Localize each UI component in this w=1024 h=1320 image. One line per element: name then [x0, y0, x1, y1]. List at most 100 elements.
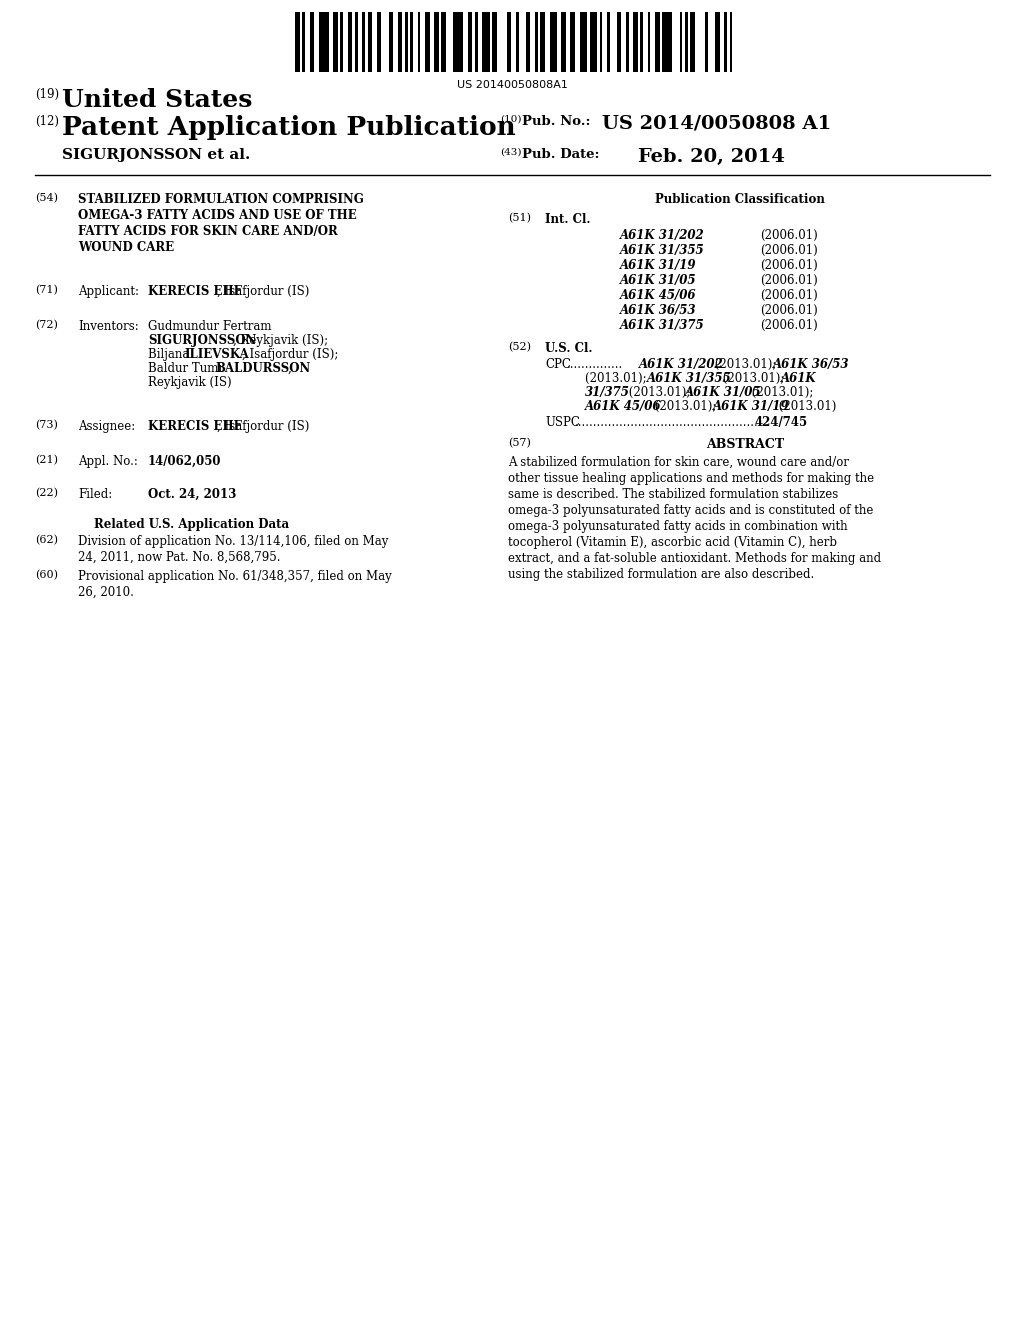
Text: Patent Application Publication: Patent Application Publication: [62, 115, 516, 140]
Text: A61K 45/06: A61K 45/06: [585, 400, 662, 413]
Bar: [607, 12, 609, 73]
Bar: [507, 12, 511, 73]
Bar: [362, 12, 365, 73]
Bar: [333, 12, 338, 73]
Text: ,: ,: [288, 362, 292, 375]
Text: Publication Classification: Publication Classification: [655, 193, 825, 206]
Bar: [526, 12, 530, 73]
Bar: [340, 12, 343, 73]
Bar: [368, 12, 373, 73]
Text: (71): (71): [35, 285, 58, 296]
Bar: [561, 12, 566, 73]
Bar: [406, 12, 408, 73]
Text: A stabilized formulation for skin care, wound care and/or
other tissue healing a: A stabilized formulation for skin care, …: [508, 455, 881, 581]
Bar: [550, 12, 557, 73]
Bar: [633, 12, 638, 73]
Text: , Isafjordur (IS): , Isafjordur (IS): [217, 285, 309, 298]
Bar: [468, 12, 472, 73]
Text: (2006.01): (2006.01): [760, 289, 818, 302]
Text: Filed:: Filed:: [78, 488, 113, 502]
Bar: [377, 12, 381, 73]
Text: Division of application No. 13/114,106, filed on May
24, 2011, now Pat. No. 8,56: Division of application No. 13/114,106, …: [78, 535, 388, 564]
Text: Feb. 20, 2014: Feb. 20, 2014: [638, 148, 784, 166]
Text: (2006.01): (2006.01): [760, 244, 818, 257]
Text: (10): (10): [500, 115, 521, 124]
Bar: [348, 12, 352, 73]
Text: ...............: ...............: [567, 358, 624, 371]
Bar: [482, 12, 489, 73]
Bar: [318, 12, 329, 73]
Text: Gudmundur Fertram: Gudmundur Fertram: [148, 319, 271, 333]
Text: (62): (62): [35, 535, 58, 545]
Bar: [599, 12, 602, 73]
Bar: [309, 12, 314, 73]
Bar: [729, 12, 732, 73]
Text: United States: United States: [62, 88, 252, 112]
Text: A61K 31/202: A61K 31/202: [639, 358, 724, 371]
Bar: [715, 12, 720, 73]
Text: (52): (52): [508, 342, 531, 352]
Bar: [724, 12, 727, 73]
Text: (19): (19): [35, 88, 59, 102]
Text: KERECIS EHF: KERECIS EHF: [148, 285, 242, 298]
Text: ABSTRACT: ABSTRACT: [706, 438, 784, 451]
Text: 14/062,050: 14/062,050: [148, 455, 221, 469]
Bar: [475, 12, 478, 73]
Text: BALDURSSON: BALDURSSON: [215, 362, 310, 375]
Bar: [516, 12, 518, 73]
Text: A61K: A61K: [781, 372, 816, 385]
Text: (22): (22): [35, 488, 58, 499]
Bar: [397, 12, 402, 73]
Text: CPC: CPC: [545, 358, 570, 371]
Bar: [411, 12, 413, 73]
Text: U.S. Cl.: U.S. Cl.: [545, 342, 593, 355]
Text: US 20140050808A1: US 20140050808A1: [457, 81, 567, 90]
Text: (2006.01): (2006.01): [760, 275, 818, 286]
Text: (12): (12): [35, 115, 59, 128]
Bar: [626, 12, 629, 73]
Text: A61K 31/19: A61K 31/19: [713, 400, 790, 413]
Bar: [680, 12, 682, 73]
Bar: [493, 12, 497, 73]
Text: (2013.01): (2013.01): [775, 400, 837, 413]
Text: ....................................................: ........................................…: [575, 416, 770, 429]
Bar: [434, 12, 438, 73]
Text: (60): (60): [35, 570, 58, 581]
Bar: [425, 12, 429, 73]
Text: (2013.01);: (2013.01);: [711, 358, 780, 371]
Text: Pub. No.:: Pub. No.:: [522, 115, 591, 128]
Text: , Reykjavik (IS);: , Reykjavik (IS);: [233, 334, 328, 347]
Bar: [655, 12, 659, 73]
Bar: [648, 12, 650, 73]
Bar: [690, 12, 695, 73]
Bar: [663, 12, 673, 73]
Text: (72): (72): [35, 319, 58, 330]
Text: KERECIS EHF: KERECIS EHF: [148, 420, 242, 433]
Text: (2006.01): (2006.01): [760, 259, 818, 272]
Text: 424/745: 424/745: [755, 416, 808, 429]
Text: (2013.01);: (2013.01);: [748, 385, 813, 399]
Bar: [295, 12, 300, 73]
Text: A61K 36/53: A61K 36/53: [773, 358, 850, 371]
Text: (2006.01): (2006.01): [760, 319, 818, 333]
Text: Pub. Date:: Pub. Date:: [522, 148, 599, 161]
Text: Appl. No.:: Appl. No.:: [78, 455, 138, 469]
Text: A61K 31/05: A61K 31/05: [685, 385, 762, 399]
Bar: [685, 12, 688, 73]
Text: Assignee:: Assignee:: [78, 420, 135, 433]
Text: Inventors:: Inventors:: [78, 319, 138, 333]
Text: (2013.01);: (2013.01);: [585, 372, 650, 385]
Text: (2006.01): (2006.01): [760, 228, 818, 242]
Text: , Isafjordur (IS): , Isafjordur (IS): [217, 420, 309, 433]
Text: (54): (54): [35, 193, 58, 203]
Text: A61K 36/53: A61K 36/53: [620, 304, 696, 317]
Text: USPC: USPC: [545, 416, 580, 429]
Text: Applicant:: Applicant:: [78, 285, 139, 298]
Bar: [705, 12, 708, 73]
Text: , Isafjordur (IS);: , Isafjordur (IS);: [242, 348, 338, 360]
Text: A61K 31/05: A61K 31/05: [620, 275, 696, 286]
Text: A61K 31/375: A61K 31/375: [620, 319, 705, 333]
Text: (73): (73): [35, 420, 58, 430]
Bar: [454, 12, 463, 73]
Bar: [590, 12, 597, 73]
